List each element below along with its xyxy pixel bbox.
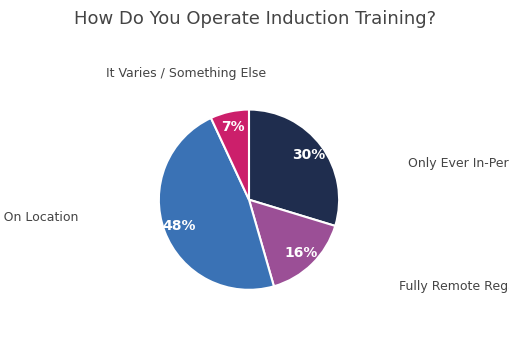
Text: Fully Remote Regardless: Fully Remote Regardless xyxy=(399,280,509,293)
Text: 16%: 16% xyxy=(284,246,317,260)
Wedge shape xyxy=(248,200,334,286)
Text: Only Ever In-Person: Only Ever In-Person xyxy=(407,157,509,170)
Wedge shape xyxy=(211,110,248,200)
Text: It Varies / Something Else: It Varies / Something Else xyxy=(106,67,266,80)
Wedge shape xyxy=(158,118,273,290)
Title: How Do You Operate Induction Training?: How Do You Operate Induction Training? xyxy=(74,10,435,28)
Text: 7%: 7% xyxy=(220,120,244,134)
Text: Mixture Based On Location: Mixture Based On Location xyxy=(0,211,78,224)
Text: 48%: 48% xyxy=(162,219,195,233)
Wedge shape xyxy=(248,110,338,226)
Text: 30%: 30% xyxy=(292,148,325,162)
